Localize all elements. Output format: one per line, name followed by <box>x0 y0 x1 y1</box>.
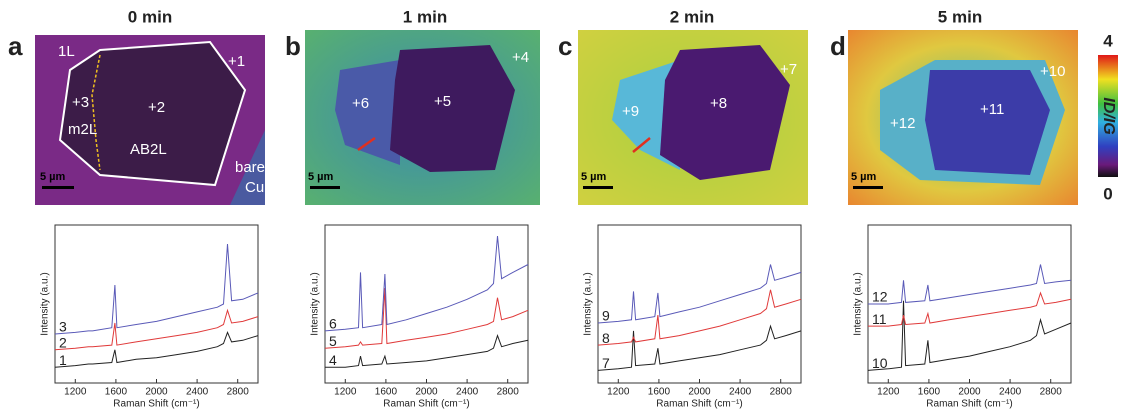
x-axis-label: Raman Shift (cm⁻¹) <box>926 399 1012 410</box>
spectrum-line <box>597 324 802 371</box>
x-tick-label: 1600 <box>918 387 941 398</box>
y-axis-label: Intensity (a.u.) <box>310 272 321 335</box>
x-tick-label: 2000 <box>958 387 981 398</box>
panel-title: 5 min <box>938 7 982 26</box>
spectrum-line <box>597 264 802 324</box>
x-tick-label: 2400 <box>999 387 1022 398</box>
x-tick-label: 2000 <box>688 387 711 398</box>
annotation: Cu <box>245 179 264 196</box>
x-tick-label: 2000 <box>415 387 438 398</box>
annotation: bare <box>235 159 265 176</box>
x-tick-label: 1600 <box>648 387 671 398</box>
annotation: +5 <box>434 93 451 110</box>
panel-letter: c <box>558 31 572 61</box>
series-label: 9 <box>602 308 610 324</box>
annotation: +10 <box>1040 63 1065 80</box>
panel-title: 0 min <box>128 7 172 26</box>
y-axis-label: Intensity (a.u.) <box>853 272 864 335</box>
x-tick-label: 2000 <box>145 387 168 398</box>
colorbar-max: 4 <box>1103 31 1113 50</box>
annotation: +11 <box>980 101 1004 118</box>
scale-bar-label: 5 µm <box>40 171 66 183</box>
spectrum-line <box>867 300 1072 371</box>
annotation: +8 <box>710 95 727 112</box>
spectrum-line <box>325 334 529 368</box>
raman-map <box>305 30 540 205</box>
spectrum-line <box>868 291 1072 327</box>
x-axis-label: Raman Shift (cm⁻¹) <box>113 399 199 410</box>
series-label: 6 <box>329 316 337 332</box>
y-axis-label: Intensity (a.u.) <box>40 272 51 335</box>
scale-bar-label: 5 µm <box>308 171 334 183</box>
x-tick-label: 1600 <box>105 387 128 398</box>
annotation: AB2L <box>130 141 167 158</box>
annotation: +4 <box>512 49 529 66</box>
x-tick-label: 2800 <box>770 387 793 398</box>
x-axis-label: Raman Shift (cm⁻¹) <box>383 399 469 410</box>
series-label: 8 <box>602 330 610 346</box>
spectrum-line <box>597 289 802 346</box>
annotation: 1L <box>58 43 75 60</box>
panel-title: 2 min <box>670 7 714 26</box>
x-tick-label: 2400 <box>186 387 209 398</box>
series-label: 2 <box>59 335 67 351</box>
annotation: +2 <box>148 99 165 116</box>
annotation: m2L <box>68 121 97 138</box>
series-label: 1 <box>59 352 67 368</box>
panel-title: 1 min <box>403 7 447 26</box>
series-label: 10 <box>872 355 888 371</box>
series-label: 7 <box>602 355 610 371</box>
x-tick-label: 2400 <box>729 387 752 398</box>
series-label: 11 <box>872 311 887 327</box>
plot-frame <box>597 224 802 384</box>
x-tick-label: 2800 <box>227 387 250 398</box>
annotation: +6 <box>352 95 369 112</box>
y-axis-label: Intensity (a.u.) <box>583 272 594 335</box>
x-tick-label: 1200 <box>64 387 87 398</box>
series-label: 12 <box>872 289 888 305</box>
x-tick-label: 1200 <box>877 387 900 398</box>
spectrum-line <box>54 331 259 368</box>
panel-letter: a <box>8 31 23 61</box>
annotation: +9 <box>622 103 639 120</box>
series-label: 5 <box>329 333 337 349</box>
plot-frame <box>324 224 529 384</box>
panel-letter: b <box>285 31 301 61</box>
panel-letter: d <box>830 31 846 61</box>
spectrum-line <box>868 264 1072 305</box>
colorbar <box>1098 55 1118 177</box>
series-label: 4 <box>329 352 337 368</box>
x-tick-label: 1200 <box>607 387 630 398</box>
series-label: 3 <box>59 319 67 335</box>
scale-bar-label: 5 µm <box>581 171 607 183</box>
x-axis-label: Raman Shift (cm⁻¹) <box>656 399 742 410</box>
spectrum-line <box>54 243 259 335</box>
plot-frame <box>867 224 1072 384</box>
spectrum-line <box>324 236 529 332</box>
spectrum-line <box>54 308 259 351</box>
raman-map <box>578 30 808 205</box>
raman-map <box>35 35 265 205</box>
x-tick-label: 1600 <box>375 387 398 398</box>
annotation: +1 <box>228 53 245 70</box>
spectrum-line <box>324 288 529 349</box>
x-tick-label: 2400 <box>456 387 479 398</box>
colorbar-min: 0 <box>1103 184 1112 203</box>
scale-bar-label: 5 µm <box>851 171 877 183</box>
annotation: +3 <box>72 94 89 111</box>
raman-map <box>848 30 1078 205</box>
x-tick-label: 1200 <box>334 387 357 398</box>
annotation: +7 <box>780 61 797 78</box>
colorbar-label: ID/IG <box>1100 97 1117 134</box>
x-tick-label: 2800 <box>1040 387 1063 398</box>
x-tick-label: 2800 <box>497 387 520 398</box>
annotation: +12 <box>890 115 915 132</box>
